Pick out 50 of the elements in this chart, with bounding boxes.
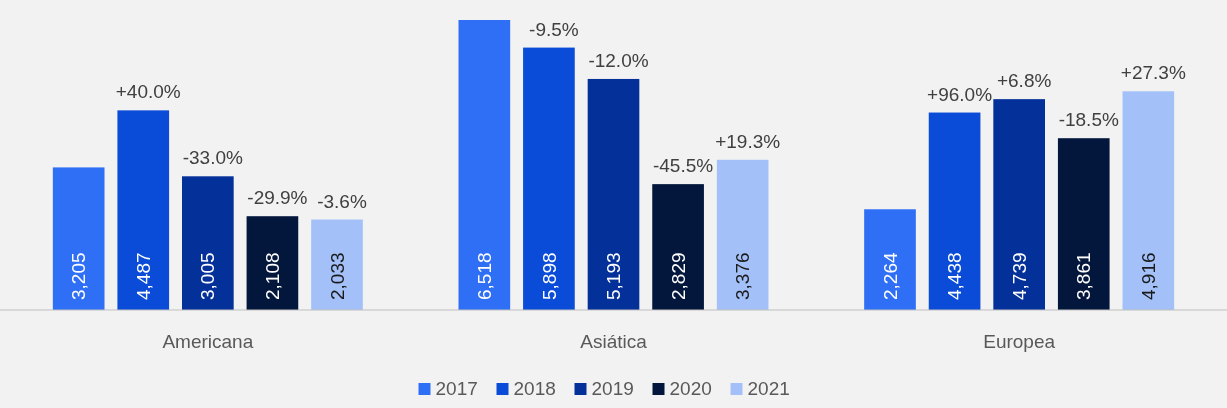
annotation: -45.5% xyxy=(652,155,714,177)
annotation: -12.0% xyxy=(588,49,649,71)
data-label: 2,108 xyxy=(262,252,284,300)
bar xyxy=(1122,91,1175,310)
legend-label: 2019 xyxy=(591,377,634,399)
x-tick-label: Asiática xyxy=(580,331,648,352)
data-label: 4,438 xyxy=(944,252,966,300)
data-label: 3,376 xyxy=(732,252,754,300)
annotation: +40.0% xyxy=(115,81,181,103)
legend-label: 2018 xyxy=(513,377,556,399)
legend-label: 2020 xyxy=(669,377,712,399)
annotation: +6.8% xyxy=(996,70,1052,92)
data-label: 3,205 xyxy=(68,252,90,300)
legend-label: 2017 xyxy=(435,377,478,399)
bar xyxy=(52,167,105,310)
bar xyxy=(864,209,916,310)
bar xyxy=(246,216,299,310)
data-label: 2,264 xyxy=(879,252,901,300)
bar xyxy=(182,176,234,310)
data-label: 2,829 xyxy=(667,252,689,300)
data-label: 4,916 xyxy=(1137,252,1159,300)
annotation: +27.3% xyxy=(1120,62,1186,84)
annotation: -29.9% xyxy=(247,187,308,209)
bar xyxy=(523,47,575,310)
data-label: 3,005 xyxy=(197,252,219,300)
bar xyxy=(117,110,170,310)
data-label: 5,898 xyxy=(538,252,560,300)
annotation: -33.0% xyxy=(182,147,244,169)
bar xyxy=(928,112,981,310)
bar xyxy=(311,219,363,310)
bar xyxy=(587,78,640,310)
annotation: -3.6% xyxy=(317,190,367,212)
data-label: 5,193 xyxy=(603,252,625,300)
data-label: 6,518 xyxy=(473,252,495,300)
x-tick-label: Europea xyxy=(983,331,1056,352)
bar xyxy=(1057,138,1110,310)
annotation: +19.3% xyxy=(715,130,781,152)
annotation: -9.5% xyxy=(529,18,579,40)
bar xyxy=(458,20,511,310)
annotation: -18.5% xyxy=(1058,109,1119,131)
bar xyxy=(993,99,1045,310)
annotation: +96.0% xyxy=(927,83,993,105)
data-label: 3,861 xyxy=(1073,252,1095,300)
legend-label: 2021 xyxy=(747,377,790,399)
bar xyxy=(652,184,704,310)
data-label: 4,739 xyxy=(1008,252,1030,300)
data-label: 2,033 xyxy=(326,252,348,300)
data-label: 4,487 xyxy=(132,252,154,300)
x-tick-label: Americana xyxy=(162,331,254,352)
bar xyxy=(716,159,769,310)
